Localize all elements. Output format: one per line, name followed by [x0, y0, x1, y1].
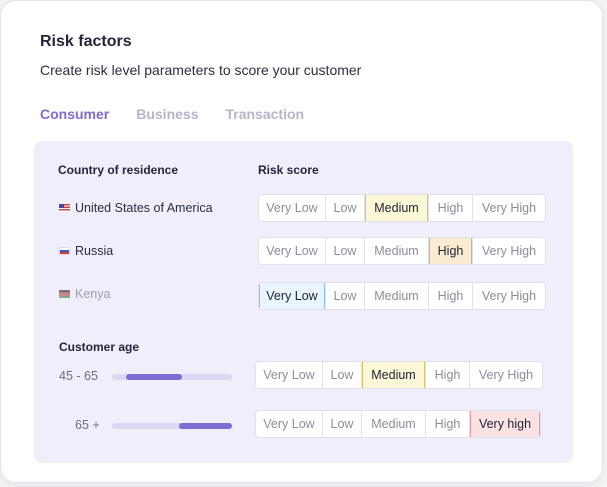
country-column-header: Country of residence [58, 163, 179, 177]
risk-option-very-low[interactable]: Very Low [259, 283, 326, 309]
age-range-label: 65 + [75, 418, 100, 432]
risk-option-low[interactable]: Low [326, 195, 365, 221]
risk-settings-panel: Country of residence Risk score United S… [34, 141, 573, 463]
tab-consumer[interactable]: Consumer [40, 106, 110, 122]
risk-score-selector-kenya: Very Low Low Medium High Very High [258, 282, 546, 310]
risk-option-medium[interactable]: Medium [365, 195, 429, 221]
risk-option-medium[interactable]: Medium [365, 238, 429, 264]
risk-option-high[interactable]: High [429, 283, 473, 309]
risk-score-selector-russia: Very Low Low Medium High Very High [258, 237, 546, 265]
risk-option-medium[interactable]: Medium [362, 362, 426, 388]
risk-option-very-high[interactable]: Very High [481, 201, 537, 215]
country-row-usa: United States of America [59, 201, 213, 215]
country-row-kenya: Kenya [59, 287, 110, 301]
ke-flag-icon [59, 290, 70, 298]
risk-option-very-low[interactable]: Very Low [256, 411, 323, 437]
slider-range-fill[interactable] [179, 423, 232, 429]
risk-option-very-high[interactable]: Very High [481, 244, 537, 258]
ru-flag-icon [59, 247, 70, 255]
country-name: United States of America [75, 201, 213, 215]
risk-score-column-header: Risk score [258, 163, 319, 177]
page-subtitle: Create risk level parameters to score yo… [40, 62, 362, 78]
age-range-label: 45 - 65 [59, 369, 98, 383]
country-name: Russia [75, 244, 114, 258]
risk-score-selector-usa: Very Low Low Medium High Very High [258, 194, 546, 222]
page-title: Risk factors [40, 33, 132, 50]
age-range-slider-45-65[interactable] [112, 374, 232, 380]
risk-option-very-low[interactable]: Very Low [259, 238, 326, 264]
risk-option-high[interactable]: High [429, 195, 473, 221]
country-name: Kenya [75, 287, 111, 301]
tab-bar: Consumer Business Transaction [40, 106, 331, 122]
risk-option-medium[interactable]: Medium [362, 411, 426, 437]
risk-option-high[interactable]: High [426, 362, 470, 388]
age-range-slider-65-plus[interactable] [112, 423, 232, 429]
risk-option-very-low[interactable]: Very Low [256, 362, 323, 388]
risk-score-selector-age-45-65: Very Low Low Medium High Very High [255, 361, 543, 389]
risk-option-very-high[interactable]: Very High [478, 368, 534, 382]
tab-transaction[interactable]: Transaction [225, 106, 305, 122]
risk-option-medium[interactable]: Medium [365, 283, 429, 309]
risk-option-high[interactable]: High [426, 411, 470, 437]
risk-option-low[interactable]: Low [323, 362, 362, 388]
country-row-russia: Russia [59, 244, 113, 258]
risk-option-low[interactable]: Low [326, 283, 365, 309]
risk-option-high[interactable]: High [429, 238, 473, 264]
us-flag-icon [59, 204, 70, 212]
risk-score-selector-age-65-plus: Very Low Low Medium High Very high [255, 410, 541, 438]
customer-age-heading: Customer age [59, 340, 140, 354]
risk-option-low[interactable]: Low [326, 238, 365, 264]
risk-option-very-high[interactable]: Very high [470, 411, 540, 437]
tab-business[interactable]: Business [136, 106, 199, 122]
slider-range-fill[interactable] [126, 374, 182, 380]
risk-option-very-low[interactable]: Very Low [259, 195, 326, 221]
risk-option-very-high[interactable]: Very High [481, 289, 537, 303]
risk-option-low[interactable]: Low [323, 411, 362, 437]
